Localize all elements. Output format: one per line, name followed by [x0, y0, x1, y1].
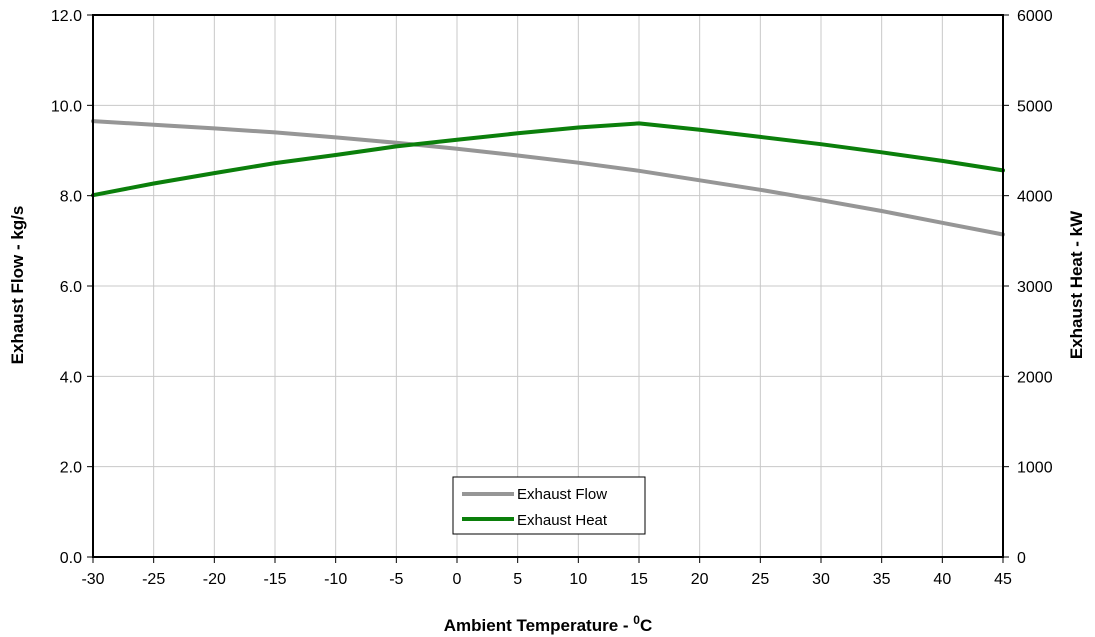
x-tick-label: 10 — [569, 571, 587, 588]
x-tick-label: 35 — [873, 571, 891, 588]
y-left-tick-label: 10.0 — [51, 98, 82, 115]
x-tick-label: 25 — [751, 571, 769, 588]
series-layer — [91, 119, 1005, 237]
legend: Exhaust Flow Exhaust Heat — [452, 476, 646, 535]
y-right-tick-label: 2000 — [1017, 369, 1053, 386]
x-axis-title: Ambient Temperature - 0C — [444, 613, 653, 635]
y-left-tick-label: 0.0 — [60, 550, 82, 567]
y-left-axis-title: Exhaust Flow - kg/s — [8, 206, 27, 365]
series-line-exhaust-flow — [91, 119, 1005, 237]
y-right-tick-label: 6000 — [1017, 8, 1053, 25]
x-tick-label: -30 — [81, 571, 104, 588]
y-left-tick-label: 12.0 — [51, 8, 82, 25]
y-right-tick-label: 4000 — [1017, 189, 1053, 206]
y-right-tick-label: 5000 — [1017, 98, 1053, 115]
y-right-tick-labels: 0 1000 2000 3000 4000 5000 6000 — [1003, 8, 1053, 567]
y-right-axis-title: Exhaust Heat - kW — [1067, 210, 1086, 359]
x-tick-labels: -30 -25 -20 -15 -10 -5 0 5 10 15 20 25 30 35 40 45 — [81, 557, 1012, 588]
x-tick-label: -25 — [142, 571, 165, 588]
x-tick-label: -15 — [263, 571, 286, 588]
x-tick-label: -10 — [324, 571, 347, 588]
x-tick-label: 0 — [453, 571, 462, 588]
x-tick-label: 5 — [513, 571, 522, 588]
y-right-tick-label: 0 — [1017, 550, 1026, 567]
series-line-exhaust-heat — [91, 121, 1005, 198]
y-right-tick-label: 3000 — [1017, 279, 1053, 296]
x-tick-label: 20 — [691, 571, 709, 588]
x-tick-label: 30 — [812, 571, 830, 588]
y-left-tick-label: 2.0 — [60, 460, 82, 477]
legend-label-exhaust-flow: Exhaust Flow — [517, 486, 607, 503]
legend-box — [452, 476, 646, 535]
y-left-tick-label: 4.0 — [60, 369, 82, 386]
x-tick-label: -20 — [203, 571, 226, 588]
grid-lines — [93, 15, 1003, 557]
legend-label-exhaust-heat: Exhaust Heat — [517, 512, 608, 529]
y-right-tick-label: 1000 — [1017, 460, 1053, 477]
y-left-tick-labels: 0.0 2.0 4.0 6.0 8.0 10.0 12.0 — [51, 8, 93, 567]
x-axis-title-superscript: 0 — [633, 613, 640, 627]
x-tick-label: 45 — [994, 571, 1012, 588]
y-left-tick-label: 6.0 — [60, 279, 82, 296]
x-tick-label: 40 — [933, 571, 951, 588]
y-left-tick-label: 8.0 — [60, 189, 82, 206]
x-tick-label: 15 — [630, 571, 648, 588]
x-tick-label: -5 — [389, 571, 403, 588]
